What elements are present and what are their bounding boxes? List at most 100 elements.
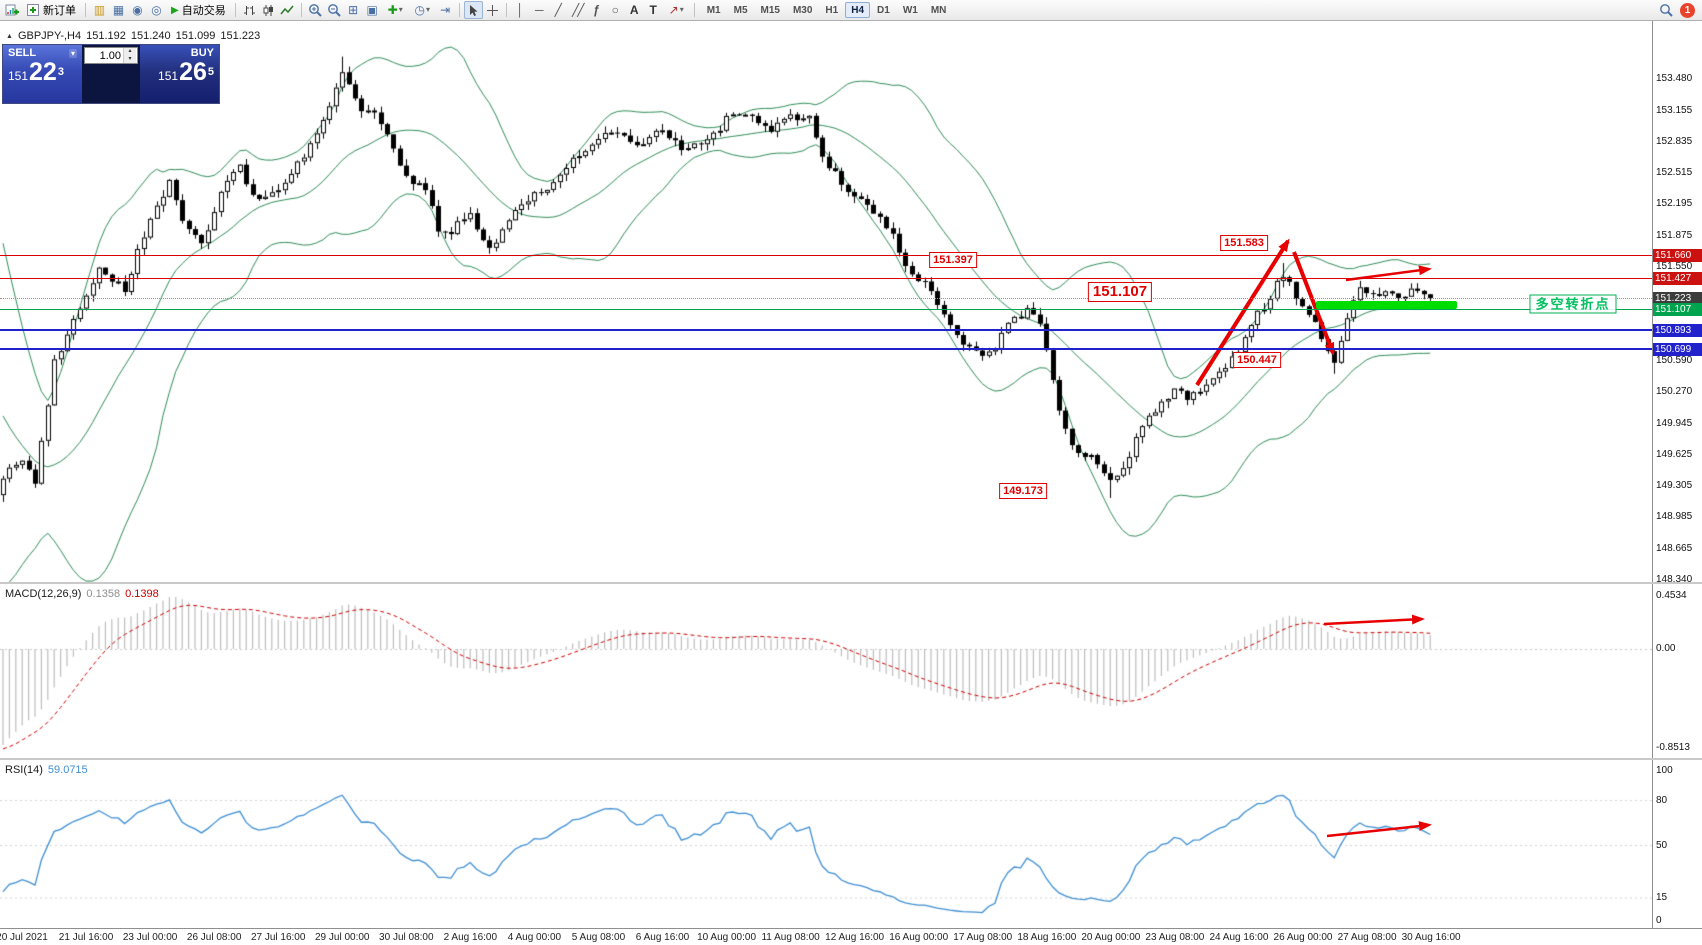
zoom-in-icon[interactable] [306,1,325,19]
candlestick-chart-icon[interactable] [259,1,278,19]
volume-input[interactable] [85,48,123,63]
trend-arrow[interactable] [1292,251,1335,356]
vertical-line-tool-icon[interactable]: │ [516,3,524,17]
sell-label: SELL [8,47,37,59]
trend-arrow[interactable] [1323,614,1425,626]
add-indicator-icon[interactable]: ✚ ▾ [387,3,403,17]
sell-price: 151223 [8,58,64,86]
price-tag-150.893: 150.893 [1653,323,1702,337]
macd-plot[interactable]: MACD(12,26,9) 0.1358 0.1398 [0,584,1652,758]
price-annotation-151.107[interactable]: 151.107 [1087,282,1153,302]
volume-up-icon[interactable]: ▴ [124,48,136,56]
new-chart-icon[interactable] [2,1,21,19]
macd-tick: 0.00 [1656,643,1676,654]
price-line-151.66[interactable] [0,254,1652,256]
time-tick: 26 Aug 00:00 [1273,932,1333,943]
price-line-151.107[interactable] [0,308,1652,310]
navigator-icon[interactable]: ◎ [151,3,162,17]
price-tick: 153.480 [1656,73,1693,85]
price-annotation-149.173[interactable]: 149.173 [999,483,1047,499]
price-annotation-151.397[interactable]: 151.397 [929,252,977,268]
ohlc-high: 151.240 [130,30,171,42]
price-line-150.699[interactable] [0,348,1652,351]
shapes-tool-icon[interactable]: ○ [611,3,619,17]
zoom-out-icon[interactable] [325,1,344,19]
macd-main-value: 0.1358 [86,588,121,600]
rsi-tick: 80 [1656,795,1668,806]
one-click-menu-caret-icon[interactable]: ▾ [68,48,77,58]
timeframe-M5[interactable]: M5 [728,2,754,18]
toolbar-separator [693,3,695,17]
time-tick: 16 Aug 00:00 [889,932,949,943]
timeframe-D1[interactable]: D1 [871,2,896,18]
time-tick: 6 Aug 16:00 [635,932,690,943]
new-order-button[interactable]: 新订单 [21,1,81,19]
periods-icon[interactable]: ◷ ▾ [414,3,430,17]
auto-trading-label: 自动交易 [181,5,226,17]
time-tick: 18 Aug 16:00 [1017,932,1077,943]
macd-axis: 0.4534 0.00 -0.8513 [1652,584,1702,758]
price-tag-151.223: 151.223 [1653,291,1702,305]
rsi-tick: 100 [1656,765,1673,776]
toolbar-separator [85,3,86,17]
cursor-icon[interactable] [463,1,483,19]
chart-shift-icon[interactable]: ⇥ [440,3,451,17]
main-chart-plot[interactable]: 151.397 151.107 151.583 150.447 149.173 多空转折点… [0,21,1652,582]
timeframe-M30[interactable]: M30 [787,2,818,18]
time-axis[interactable]: 20 Jul 2021 21 Jul 16:00 23 Jul 00:00 26 Ju… [0,928,1702,945]
timeframe-H4[interactable]: H4 [845,2,871,18]
timeframe-W1[interactable]: W1 [897,2,924,18]
price-line-151.223[interactable] [0,297,1652,299]
crosshair-icon[interactable] [483,1,502,19]
arrows-tool-icon[interactable]: ↗ ▾ [668,3,684,17]
turning-point-zone[interactable] [1316,300,1457,309]
charts-icon[interactable]: ▦ [112,3,125,17]
buy-price: 151265 [158,58,214,86]
timeframe-MN[interactable]: MN [925,2,953,18]
ohlc-open: 151.192 [86,30,126,42]
label-tool-icon[interactable]: T [649,3,657,17]
channel-tool-icon[interactable]: ╱╱ [571,3,584,17]
horizontal-line-tool-icon[interactable]: ─ [534,3,544,17]
time-tick: 23 Jul 00:00 [122,932,178,943]
cascade-windows-icon[interactable]: ▣ [366,3,378,17]
time-tick: 11 Aug 08:00 [761,932,820,943]
ohlc-bars-icon[interactable] [240,1,259,19]
profiles-icon[interactable]: ▥ [93,3,106,17]
timeframe-M1[interactable]: M1 [701,2,727,18]
time-tick: 21 Jul 16:00 [58,932,114,943]
time-tick: 20 Aug 00:00 [1081,932,1141,943]
fibonacci-tool-icon[interactable]: ƒ [592,3,600,17]
trend-arrow[interactable] [1195,238,1290,387]
trend-arrow[interactable] [1326,821,1432,838]
rsi-tick: 15 [1656,892,1668,903]
volume-control: ▴ ▾ [82,45,140,103]
price-tick: 152.195 [1656,198,1693,210]
price-axis[interactable]: 153.480 153.155 152.835 152.515 152.195 151.8… [1652,21,1702,585]
price-line-150.893[interactable] [0,329,1652,332]
price-tick: 149.305 [1656,480,1693,492]
volume-down-icon[interactable]: ▾ [124,55,136,63]
sell-button[interactable]: SELL ▾ 151223 [3,45,82,103]
toolbar-separator [300,3,302,17]
search-icon[interactable] [1656,1,1675,19]
timeframe-H1[interactable]: H1 [819,2,844,18]
rsi-plot[interactable]: RSI(14) 59.0715 [0,760,1652,928]
timeframe-M15[interactable]: M15 [755,2,786,18]
macd-indicator-label: MACD(12,26,9) 0.1358 0.1398 [5,588,159,600]
text-tool-icon[interactable]: A [629,3,639,17]
price-line-151.427[interactable] [0,277,1652,279]
tile-windows-icon[interactable]: ⊞ [348,3,359,17]
turning-point-label[interactable]: 多空转折点 [1529,294,1617,314]
price-annotation-151.583[interactable]: 151.583 [1220,235,1268,251]
timeframe-toolbar: M1 M5 M15 M30 H1 H4 D1 W1 MN [701,2,953,18]
buy-button[interactable]: BUY 151265 [140,45,219,103]
line-chart-icon[interactable] [278,1,297,19]
price-annotation-150.447[interactable]: 150.447 [1233,352,1281,368]
trendline-tool-icon[interactable]: ╱ [554,3,562,17]
notification-badge[interactable]: 1 [1680,2,1695,18]
price-tag-151.427: 151.427 [1653,271,1702,285]
new-order-icon [27,4,39,16]
market-watch-icon[interactable]: ◉ [132,3,143,17]
auto-trading-button[interactable]: ▶ 自动交易 [166,1,231,19]
